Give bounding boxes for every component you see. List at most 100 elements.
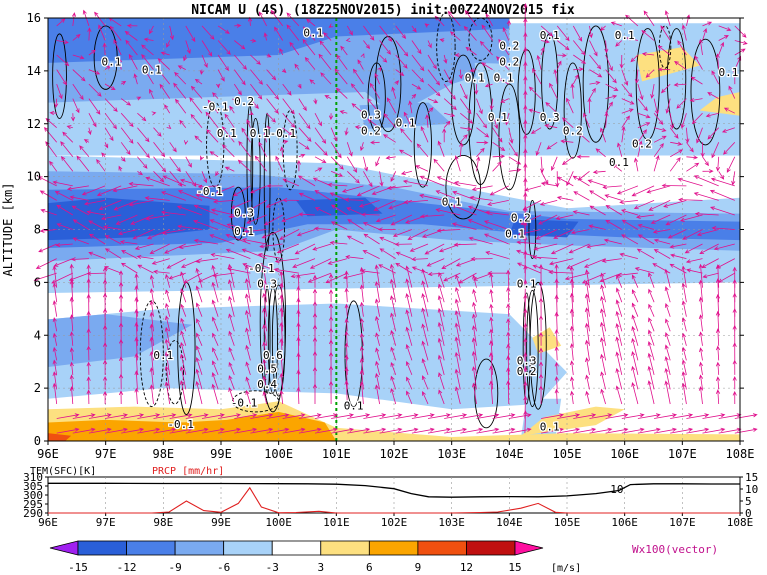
wind-vector: [179, 379, 187, 405]
wind-vector: [411, 54, 425, 72]
wind-vector: [69, 386, 74, 405]
wind-vector: [137, 264, 154, 274]
wind-vector: [489, 303, 494, 317]
wind-vector: [728, 85, 736, 99]
wind-vector: [88, 251, 106, 259]
wind-vector: [193, 204, 219, 216]
wind-vector: [487, 200, 509, 206]
wind-vector: [218, 427, 241, 434]
wind-vector: [686, 155, 699, 160]
wind-vector: [424, 243, 445, 255]
prcp-tick-label: 5: [745, 495, 752, 508]
wind-vector: [298, 427, 322, 434]
wind-vector: [681, 382, 687, 405]
wind-vector: [678, 197, 703, 202]
wind-vector: [195, 345, 203, 361]
wind-vector: [427, 40, 432, 49]
wind-vector: [330, 204, 348, 216]
contour-line: [232, 390, 280, 413]
wind-vector: [137, 156, 148, 169]
wind-vector: [100, 214, 122, 221]
wind-vector: [262, 307, 267, 332]
wind-vector: [136, 96, 142, 101]
wind-vector: [677, 40, 687, 56]
wind-vector: [228, 347, 235, 361]
wind-vector: [103, 266, 122, 274]
wind-vector: [553, 229, 574, 239]
wind-vector: [554, 375, 559, 390]
wind-vector: [197, 184, 219, 189]
wind-vector: [242, 263, 267, 274]
wind-vector: [258, 141, 267, 157]
wind-vector: [211, 372, 219, 390]
wind-vector: [370, 140, 380, 145]
wind-vector: [653, 98, 659, 115]
wind-vector: [670, 141, 683, 146]
wind-vector: [294, 243, 316, 255]
wind-vector: [40, 208, 57, 216]
wind-vector: [400, 170, 412, 176]
wind-vector: [605, 94, 618, 99]
wind-vector: [454, 155, 461, 172]
wind-vector: [266, 427, 290, 434]
wind-vector: [120, 262, 138, 274]
wind-vector: [535, 229, 558, 240]
wind-vector: [421, 323, 429, 346]
ts-x-tick-label: 105E: [554, 516, 581, 529]
wind-vector: [584, 280, 590, 303]
ts-x-tick-label: 97E: [96, 516, 116, 529]
wind-vector: [245, 361, 251, 376]
wind-vector: [246, 214, 267, 224]
wind-vector: [250, 69, 263, 85]
wind-vector: [298, 192, 316, 201]
wind-vector: [696, 127, 703, 144]
wind-vector: [541, 39, 550, 44]
wind-vector: [389, 263, 397, 288]
wind-vector: [592, 169, 606, 175]
contour-label: 0.4: [257, 378, 277, 391]
wind-vector: [49, 160, 58, 172]
shading-region: [296, 197, 383, 217]
wind-vector: [344, 197, 364, 202]
wind-vector: [103, 225, 122, 230]
wind-vector: [686, 413, 710, 419]
wind-vector: [485, 251, 509, 259]
wind-vector: [351, 103, 364, 114]
wind-vector: [600, 127, 606, 143]
wind-vector: [447, 10, 461, 27]
wind-vector: [427, 54, 437, 70]
wind-vector: [183, 54, 188, 62]
wind-vector: [211, 360, 219, 376]
wind-vector: [572, 175, 590, 187]
wind-vector: [375, 156, 380, 167]
wind-vector: [296, 386, 301, 405]
colorbar-band: [466, 540, 516, 556]
tem-line: [48, 482, 740, 498]
wind-vector: [528, 86, 542, 99]
contour-line: [635, 28, 660, 141]
y-axis-label: ALTITUDE [km]: [1, 183, 15, 277]
wind-vector: [669, 149, 683, 158]
wind-vector: [715, 389, 721, 405]
wind-vector: [444, 427, 468, 434]
wind-vector: [631, 302, 639, 317]
wind-vector: [375, 214, 396, 223]
wind-vector: [467, 219, 493, 230]
wind-vector: [619, 199, 638, 205]
wind-vector: [195, 368, 203, 390]
wind-vector: [557, 427, 581, 434]
wind-vector: [72, 237, 90, 245]
wind-vector: [298, 141, 310, 150]
wind-vector: [411, 69, 425, 83]
y-tick-label: 10: [27, 170, 41, 184]
wind-vector: [102, 375, 108, 390]
wind-vector: [636, 248, 655, 259]
wind-vector: [312, 288, 318, 303]
wind-vector: [451, 204, 477, 216]
wind-vector: [164, 381, 171, 405]
wind-vector: [211, 383, 219, 405]
wind-vector: [637, 83, 644, 101]
wind-vector: [262, 267, 267, 288]
contour-label: 0.1: [494, 71, 514, 84]
wind-vector: [262, 341, 267, 361]
